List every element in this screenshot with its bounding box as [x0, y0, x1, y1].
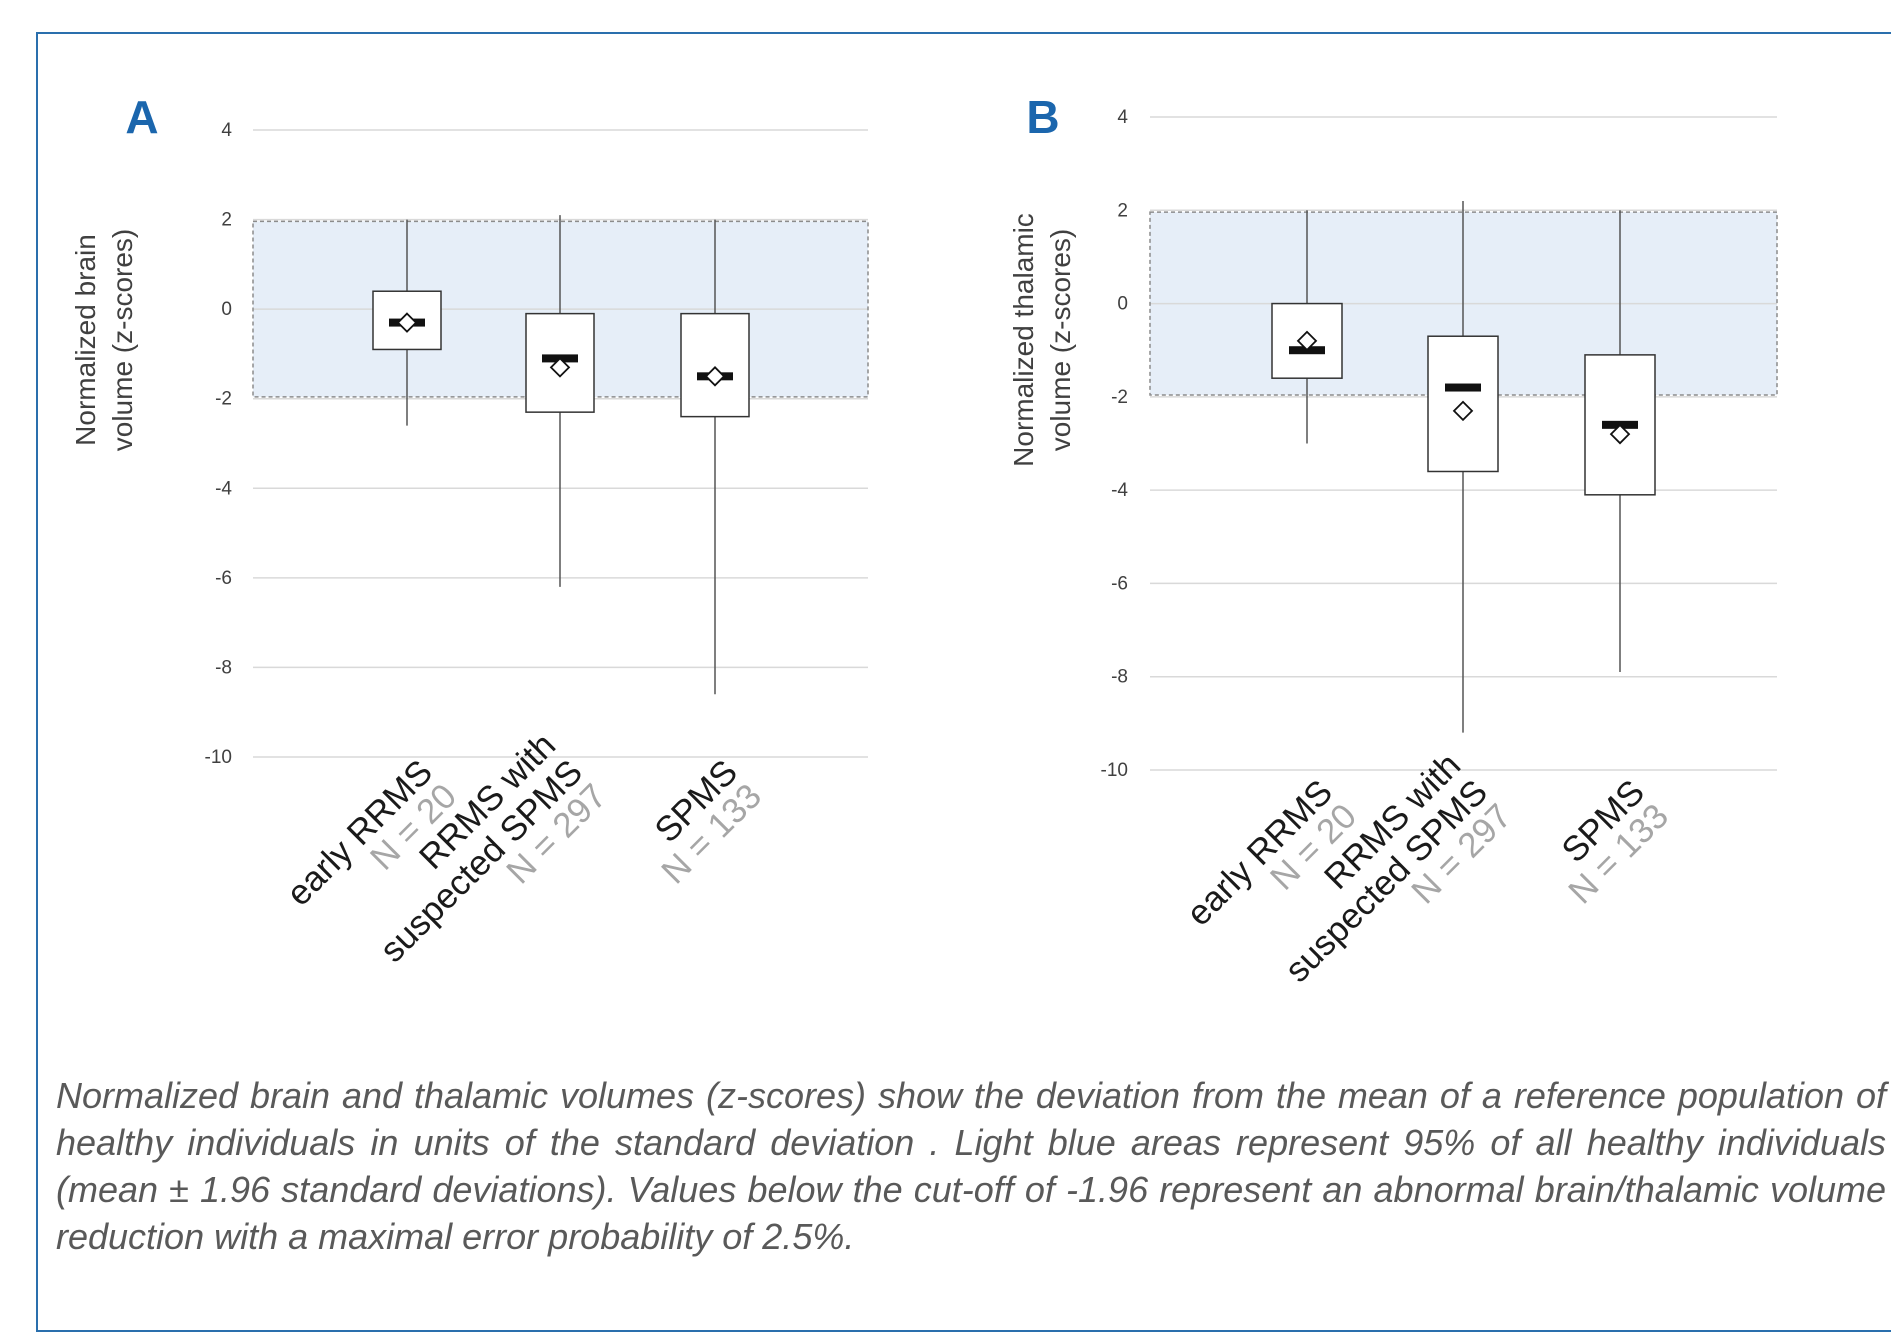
y-tick-label: 4 — [1117, 107, 1128, 128]
mean-marker — [1609, 423, 1631, 445]
mean-marker — [396, 312, 418, 333]
y-tick-label: -6 — [1111, 573, 1128, 594]
y-tick-label: -4 — [1111, 480, 1128, 501]
y-axis-label: volume (z-scores) — [107, 229, 138, 451]
y-tick-label: 2 — [1117, 200, 1128, 221]
y-tick-label: -2 — [215, 389, 232, 410]
y-axis-label: volume (z-scores) — [1045, 229, 1076, 451]
y-axis-label: Normalized brain — [70, 234, 101, 446]
y-tick-label: 0 — [221, 299, 232, 320]
y-tick-label: -10 — [205, 747, 232, 768]
box — [680, 312, 750, 418]
y-tick-label: -2 — [1111, 387, 1128, 408]
mean-marker — [704, 366, 726, 387]
box — [1427, 335, 1499, 473]
y-tick-label: -8 — [215, 657, 232, 678]
chart-panel-b: 4 2 0 -2 -4 -6 -8 -10 B Normalized thalamic volume… — [1008, 91, 1778, 990]
y-tick-label: -10 — [1101, 760, 1128, 781]
panel-letter: B — [1026, 91, 1059, 143]
mean-marker — [549, 357, 571, 378]
y-tick-label: -4 — [215, 478, 232, 499]
y-tick-label: 2 — [221, 210, 232, 231]
chart-panel-a: 4 2 0 -2 -4 -6 -8 -10 A Normalized brain volume (z… — [70, 91, 869, 970]
y-tick-label: -8 — [1111, 667, 1128, 688]
mean-marker — [1296, 330, 1318, 352]
panel-letter: A — [125, 91, 158, 143]
y-tick-label: -6 — [215, 568, 232, 589]
reference-band-border — [252, 220, 869, 398]
y-tick-label: 0 — [1117, 294, 1128, 315]
median-marker — [1445, 383, 1481, 392]
y-axis-label: Normalized thalamic — [1008, 213, 1039, 467]
figure-caption: Normalized brain and thalamic volumes (z… — [56, 1075, 1886, 1257]
mean-marker — [1452, 400, 1474, 422]
y-tick-label: 4 — [221, 120, 232, 141]
